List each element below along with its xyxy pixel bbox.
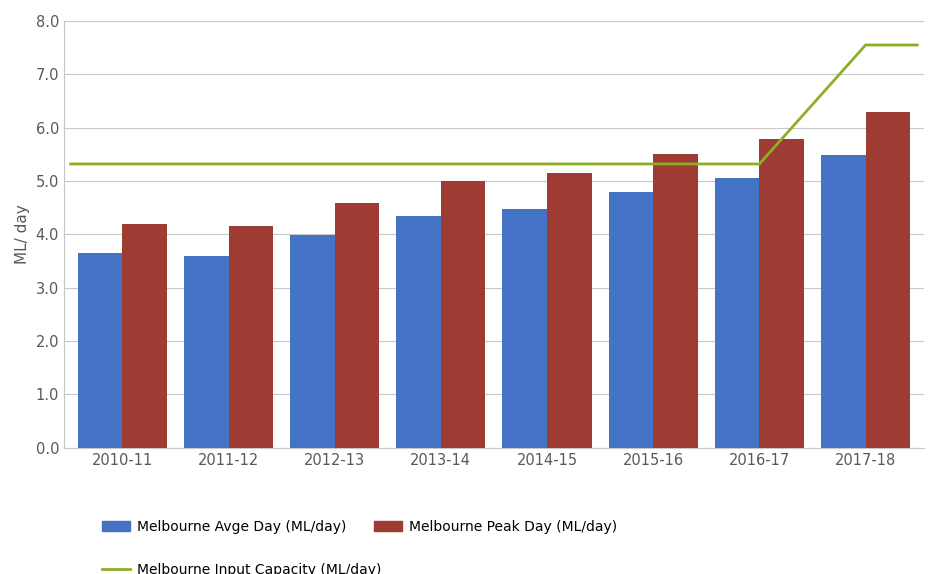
Bar [715,179,760,448]
Bar [334,203,379,448]
Melbourne Input Capacity (ML/day) [116,161,128,168]
Melbourne Input Capacity (ML/day) [648,161,659,168]
Bar [396,216,441,448]
Line: Melbourne Input Capacity (ML/day): Melbourne Input Capacity (ML/day) [69,45,918,164]
Melbourne Input Capacity (ML/day) [913,41,924,48]
Bar [290,235,334,448]
Bar [122,224,167,448]
Bar [502,209,547,448]
Melbourne Input Capacity (ML/day) [64,161,75,168]
Bar [760,139,804,448]
Bar [78,253,122,448]
Melbourne Input Capacity (ML/day) [860,41,871,48]
Melbourne Input Capacity (ML/day) [223,161,234,168]
Bar [441,181,485,448]
Bar [547,173,592,448]
Bar [866,112,910,448]
Bar [608,192,654,448]
Bar [654,154,698,448]
Melbourne Input Capacity (ML/day) [329,161,340,168]
Legend: Melbourne Input Capacity (ML/day): Melbourne Input Capacity (ML/day) [97,557,387,574]
Melbourne Input Capacity (ML/day) [754,161,765,168]
Melbourne Input Capacity (ML/day) [436,161,447,168]
Bar [184,255,228,448]
Melbourne Input Capacity (ML/day) [542,161,553,168]
Y-axis label: ML/ day: ML/ day [15,204,30,264]
Bar [821,156,866,448]
Bar [228,226,273,448]
